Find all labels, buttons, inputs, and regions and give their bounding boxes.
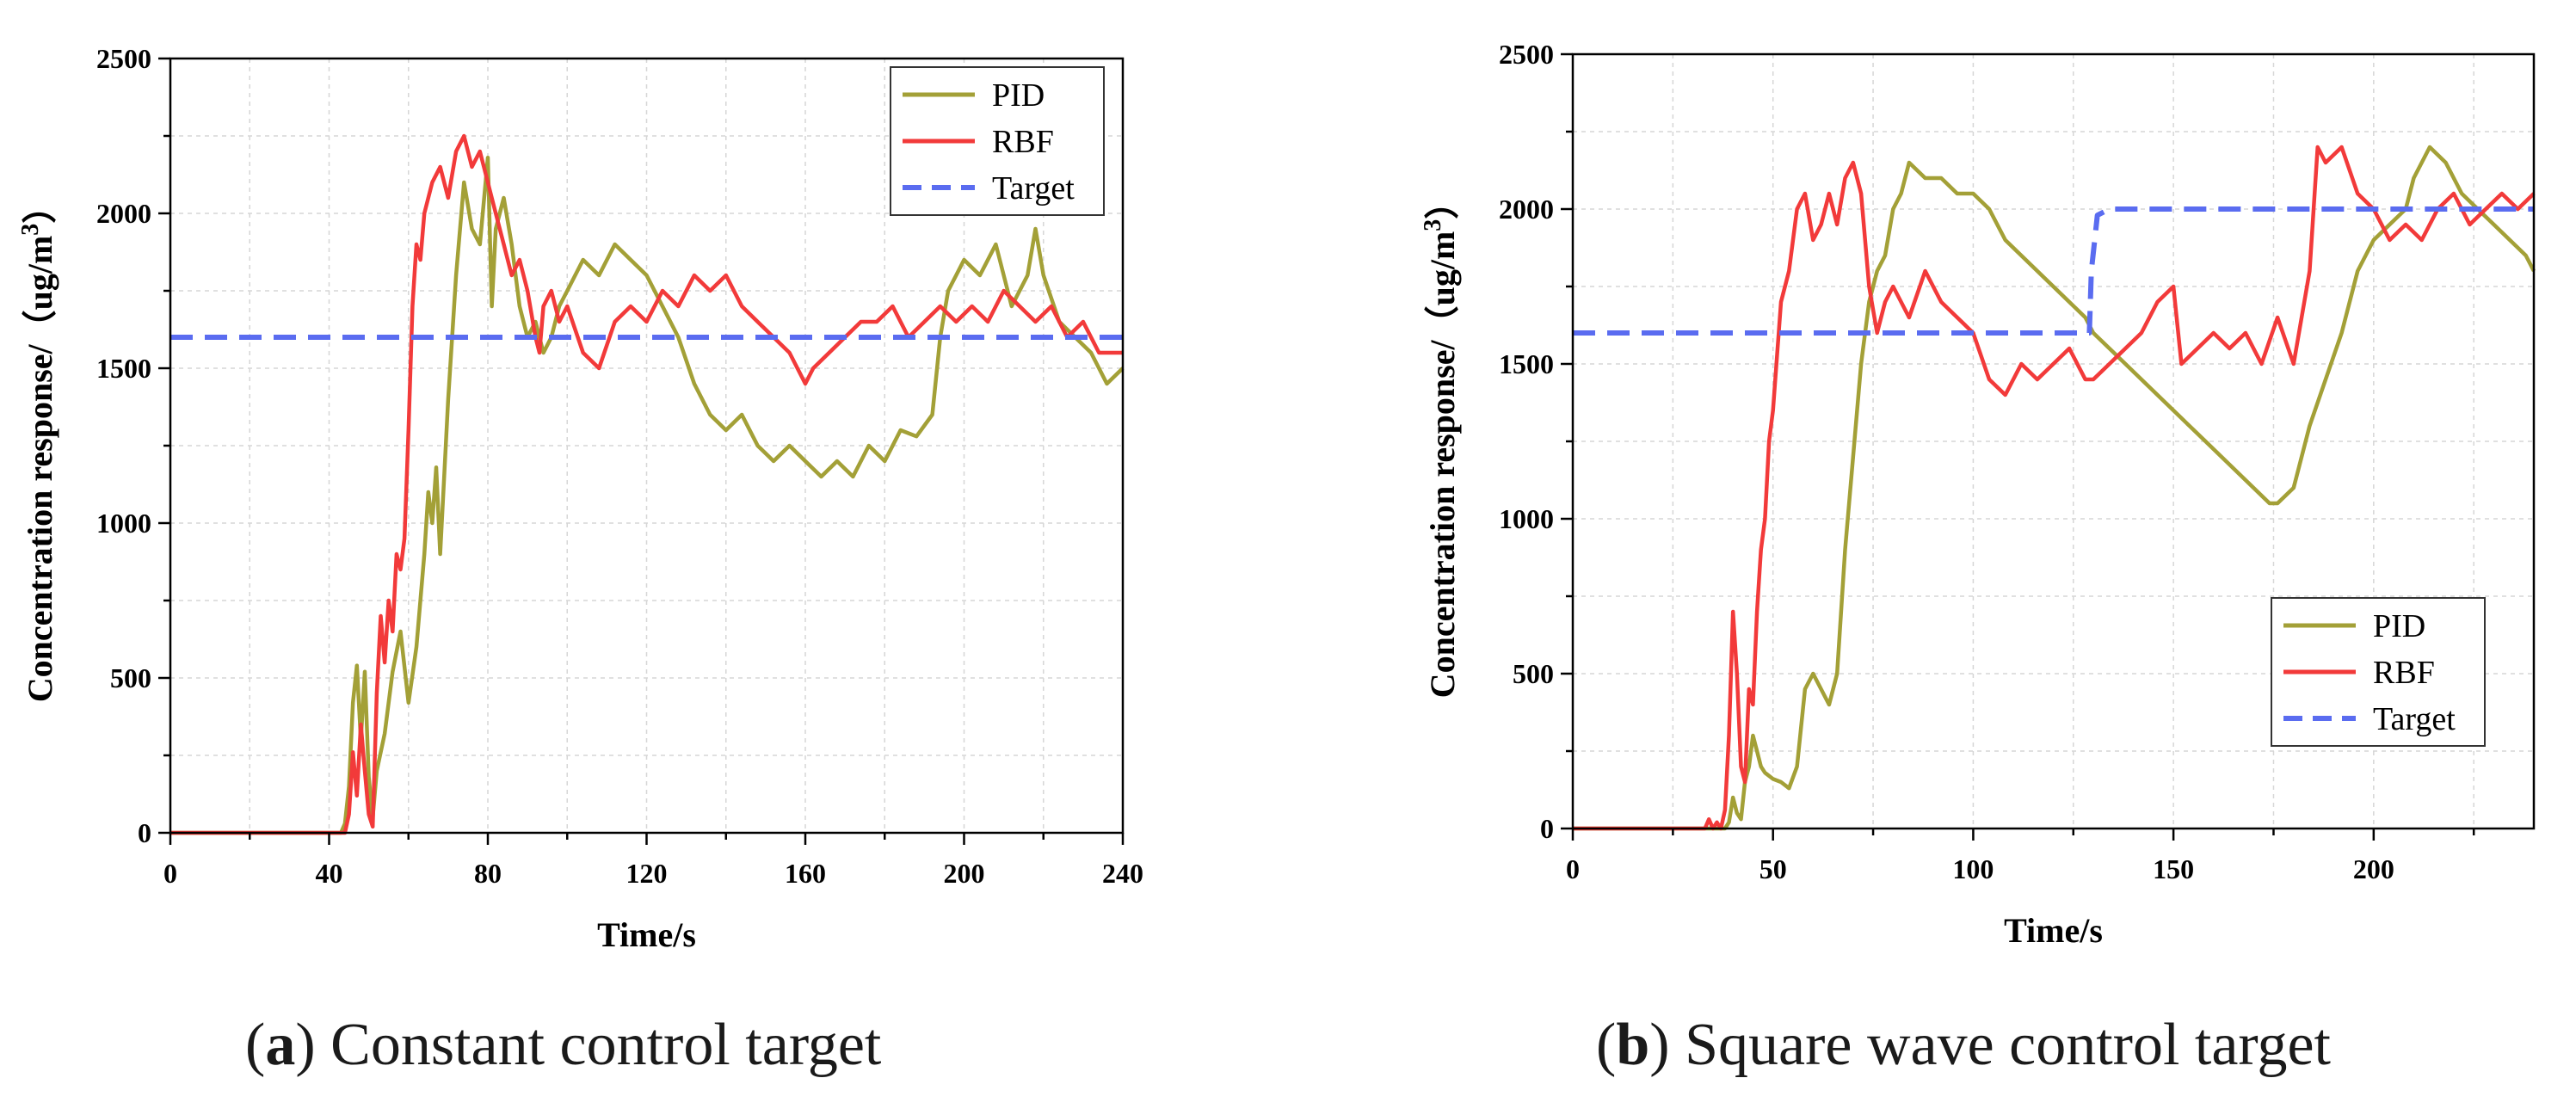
chart-a-legend-label-rbf: RBF <box>992 124 1054 160</box>
chart-b-legend-label-target: Target <box>2373 701 2456 737</box>
chart-a-xtick-label: 0 <box>163 858 177 889</box>
caption-a: (a) Constant control target <box>245 1012 882 1078</box>
chart-a-ytick-label: 2000 <box>96 198 151 229</box>
chart-a-ytick-label: 1500 <box>96 353 151 384</box>
chart-b-ytick-label: 1000 <box>1499 503 1554 534</box>
chart-b-legend-label-rbf: RBF <box>2373 655 2435 691</box>
chart-a-xtick-label: 160 <box>785 858 826 889</box>
chart-b-ylabel: Concentration response/（ug/m3） <box>1420 185 1462 699</box>
chart-a-xlabel: Time/s <box>597 915 696 954</box>
chart-b-legend: PID RBF Target <box>2271 597 2486 747</box>
chart-a-legend-label-pid: PID <box>992 77 1045 114</box>
chart-a-ytick-label: 0 <box>138 817 151 848</box>
caption-b: (b) Square wave control target <box>1596 1012 2331 1078</box>
chart-a: 0 40 80 120 160 200 240 0 500 1000 1500 2000 2500 Tim… <box>17 43 1143 954</box>
chart-b-xtick-label: 100 <box>1952 853 1994 884</box>
chart-a-xtick-label: 40 <box>316 858 343 889</box>
chart-a-ytick-label: 2500 <box>96 43 151 74</box>
chart-b-xtick-label: 50 <box>1759 853 1787 884</box>
chart-a-legend: PID RBF Target <box>890 66 1105 216</box>
chart-b-ytick-label: 0 <box>1540 813 1554 844</box>
chart-a-ytick-label: 500 <box>110 662 151 693</box>
chart-a-series-rbf <box>170 133 1123 835</box>
chart-a-legend-label-target: Target <box>992 170 1075 206</box>
chart-a-ytick-label: 1000 <box>96 508 151 539</box>
chart-b-legend-label-pid: PID <box>2373 608 2425 644</box>
chart-b-ytick-label: 1500 <box>1499 348 1554 379</box>
chart-b-ytick-label: 500 <box>1513 658 1554 689</box>
chart-b-ytick-label: 2500 <box>1499 39 1554 70</box>
chart-a-series-pid <box>170 155 1125 835</box>
chart-a-xtick-label: 200 <box>944 858 985 889</box>
chart-b-series-rbf <box>1573 145 2536 831</box>
chart-b-ytick-label: 2000 <box>1499 194 1554 225</box>
chart-b-xtick-label: 0 <box>1566 853 1580 884</box>
chart-b: 0 50 100 150 20005001000150020002500Time/sCo… <box>1420 39 2536 950</box>
chart-b-series-target <box>1573 206 2534 336</box>
chart-b-xtick-label: 150 <box>2153 853 2194 884</box>
chart-a-xtick-label: 80 <box>474 858 502 889</box>
chart-a-ylabel: Concentration response/（ug/m3） <box>17 189 59 703</box>
chart-a-xtick-label: 120 <box>626 858 668 889</box>
chart-b-series-pid <box>1573 145 2536 831</box>
chart-b-xtick-label: 200 <box>2353 853 2394 884</box>
chart-a-xtick-label: 240 <box>1102 858 1143 889</box>
chart-b-xlabel: Time/s <box>2004 911 2103 950</box>
